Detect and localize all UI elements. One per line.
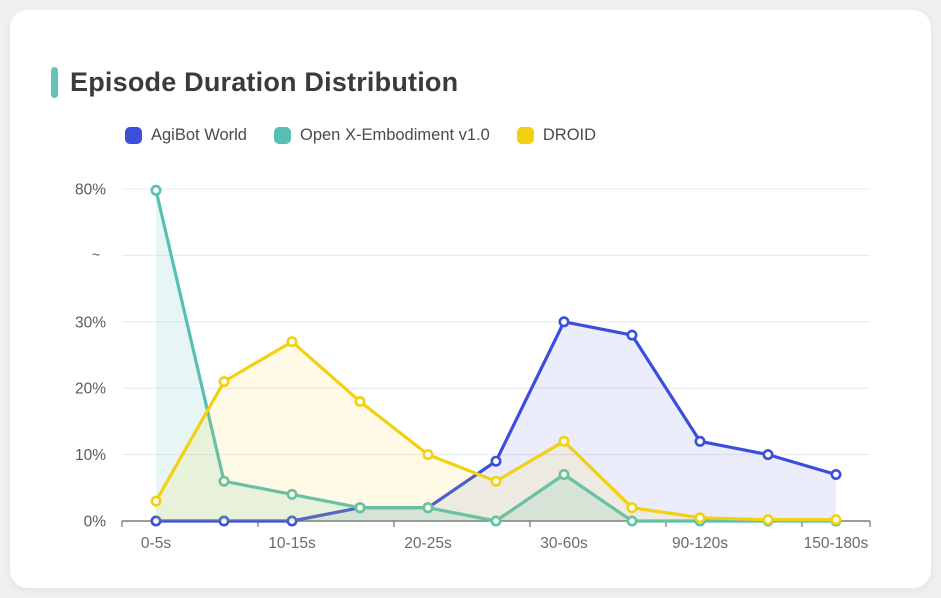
- data-point-open-x-embodiment-v1-0-1[interactable]: [218, 475, 230, 487]
- y-axis-tick-label: 30%: [75, 314, 106, 331]
- series-agibot-world: [150, 316, 842, 527]
- x-axis-labels: 0-5s 10-15s 20-25s 30-60s 90-120s 150-180s: [141, 535, 869, 552]
- data-point-droid-9[interactable]: [762, 514, 774, 526]
- data-point-open-x-embodiment-v1-0-6[interactable]: [558, 468, 570, 480]
- title-accent-bar: [51, 66, 58, 98]
- x-axis-tick-label: 90-120s: [672, 535, 728, 552]
- data-point-open-x-embodiment-v1-0-3[interactable]: [354, 502, 366, 514]
- legend-swatch-droid: [516, 127, 534, 144]
- x-axis-tick-label: 0-5s: [141, 535, 171, 552]
- data-point-droid-0[interactable]: [150, 495, 162, 507]
- title-row: Episode Duration Distribution: [51, 65, 458, 99]
- legend-swatch-open-x-embodiment-v1-0: [274, 127, 291, 144]
- series-area-open-x-embodiment-v1-0: [156, 190, 836, 522]
- y-axis-tick-label: 0%: [84, 514, 107, 531]
- data-point-agibot-world-8[interactable]: [694, 435, 706, 447]
- legend-label-open-x-embodiment-v1-0: Open X-Embodiment v1.0: [300, 126, 490, 144]
- legend-item-agibot-world[interactable]: AgiBot World: [125, 126, 247, 145]
- x-axis-tick-label: 30-60s: [540, 535, 588, 552]
- legend-swatch-agibot-world: [125, 127, 142, 144]
- data-point-droid-1[interactable]: [218, 376, 230, 388]
- data-point-agibot-world-10[interactable]: [830, 468, 842, 480]
- y-axis-labels: 0% 10% 20% 30% ~80%: [75, 182, 106, 531]
- data-point-droid-8[interactable]: [694, 512, 706, 524]
- data-point-droid-5[interactable]: [490, 475, 502, 487]
- legend-item-droid[interactable]: DROID: [516, 126, 597, 145]
- data-point-agibot-world-5[interactable]: [490, 455, 502, 467]
- x-axis-tick-label: 10-15s: [268, 535, 316, 552]
- series-droid: [150, 336, 842, 526]
- data-point-droid-7[interactable]: [626, 502, 638, 514]
- data-point-open-x-embodiment-v1-0-7[interactable]: [626, 515, 638, 527]
- data-point-agibot-world-2[interactable]: [286, 515, 298, 527]
- data-point-agibot-world-1[interactable]: [218, 515, 230, 527]
- data-point-open-x-embodiment-v1-0-0[interactable]: [150, 184, 162, 196]
- series-open-x-embodiment-v1-0: [150, 184, 842, 527]
- data-point-agibot-world-9[interactable]: [762, 449, 774, 461]
- y-axis-break-symbol: ~: [92, 246, 100, 262]
- data-point-open-x-embodiment-v1-0-4[interactable]: [422, 502, 434, 514]
- legend-label-droid: DROID: [542, 126, 597, 144]
- data-point-agibot-world-6[interactable]: [558, 316, 570, 328]
- legend-item-open-x-embodiment-v1-0[interactable]: Open X-Embodiment v1.0: [274, 126, 490, 145]
- data-point-agibot-world-0[interactable]: [150, 515, 162, 527]
- data-point-droid-3[interactable]: [354, 395, 366, 407]
- data-point-agibot-world-7[interactable]: [626, 329, 638, 341]
- data-point-open-x-embodiment-v1-0-2[interactable]: [286, 488, 298, 500]
- series-area-droid: [156, 341, 836, 521]
- y-axis-tick-label: 10%: [75, 447, 106, 464]
- data-point-droid-4[interactable]: [422, 449, 434, 461]
- page-title: Episode Duration Distribution: [70, 67, 459, 97]
- x-axis-tick-label: 20-25s: [404, 535, 452, 552]
- data-point-open-x-embodiment-v1-0-5[interactable]: [490, 515, 502, 527]
- data-point-droid-10[interactable]: [830, 514, 842, 526]
- data-point-droid-2[interactable]: [286, 336, 298, 348]
- legend-label-agibot-world: AgiBot World: [151, 126, 247, 144]
- data-point-droid-6[interactable]: [558, 435, 570, 447]
- y-axis-tick-label: 80%: [75, 182, 106, 199]
- x-axis-tick-label: 150-180s: [804, 535, 869, 552]
- y-axis-tick-label: 20%: [75, 381, 106, 398]
- series-area-agibot-world: [156, 321, 836, 521]
- chart-card: Episode Duration Distribution AgiBot Wor…: [10, 10, 931, 588]
- y-gridlines: [122, 188, 870, 456]
- chart-legend: AgiBot World Open X-Embodiment v1.0 DROID: [125, 126, 596, 145]
